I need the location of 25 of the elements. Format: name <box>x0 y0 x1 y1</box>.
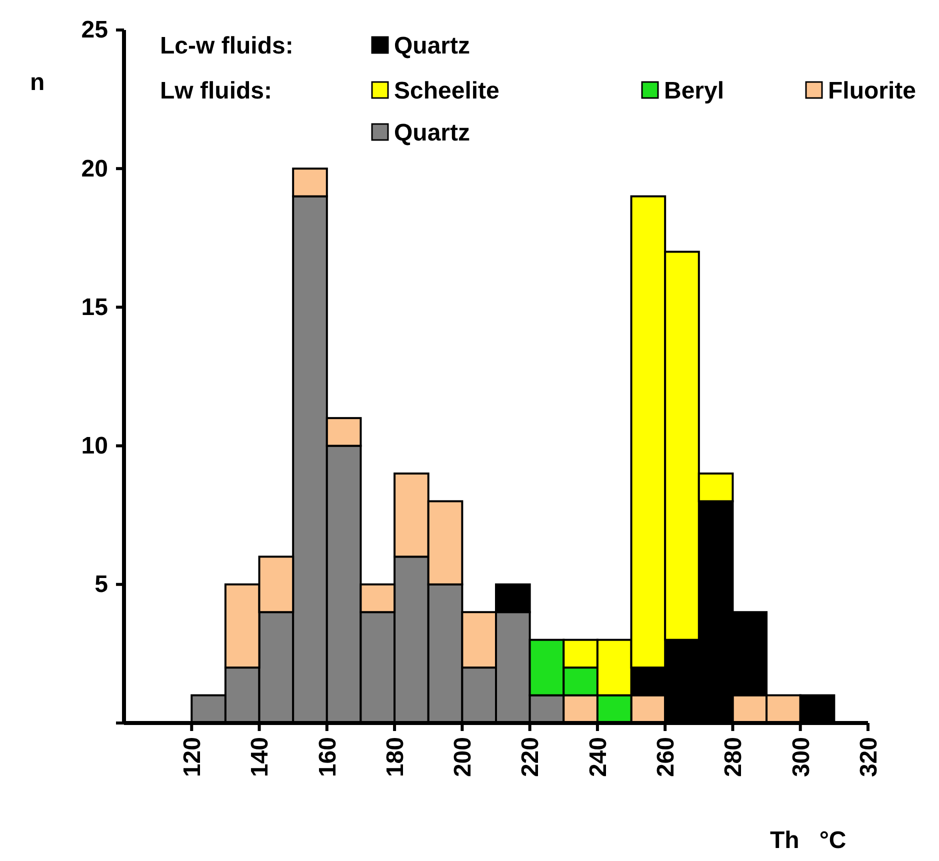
legend-label: Quartz <box>394 119 470 146</box>
x-tick-label: 140 <box>246 737 274 778</box>
y-axis-title: n <box>30 69 45 96</box>
x-tick-label: 300 <box>788 737 815 778</box>
y-tick-label: 5 <box>94 571 108 598</box>
annotation: Lw fluids: <box>160 77 272 104</box>
x-tick-label: 180 <box>382 737 409 778</box>
x-tick-label: 160 <box>314 737 342 778</box>
legend-label: Quartz <box>394 32 470 60</box>
y-tick-label: 25 <box>81 16 108 44</box>
x-tick-label: 120 <box>179 737 206 778</box>
x-tick-label: 280 <box>720 737 748 778</box>
annotation: Lc-w fluids: <box>160 32 294 60</box>
x-tick-label: 200 <box>450 737 477 778</box>
x-axis-title: Th °C <box>770 827 846 854</box>
legend-label: Fluorite <box>828 77 916 104</box>
legend-label: Scheelite <box>394 77 500 104</box>
x-tick-label: 320 <box>855 737 882 778</box>
x-tick-label: 220 <box>517 737 544 778</box>
x-tick-label: 260 <box>652 737 680 778</box>
legend-label: Beryl <box>664 77 724 104</box>
x-tick-label: 240 <box>584 737 612 778</box>
y-tick-label: 10 <box>81 432 108 460</box>
y-tick-label: 15 <box>81 294 108 321</box>
y-tick-label: 20 <box>81 155 108 182</box>
